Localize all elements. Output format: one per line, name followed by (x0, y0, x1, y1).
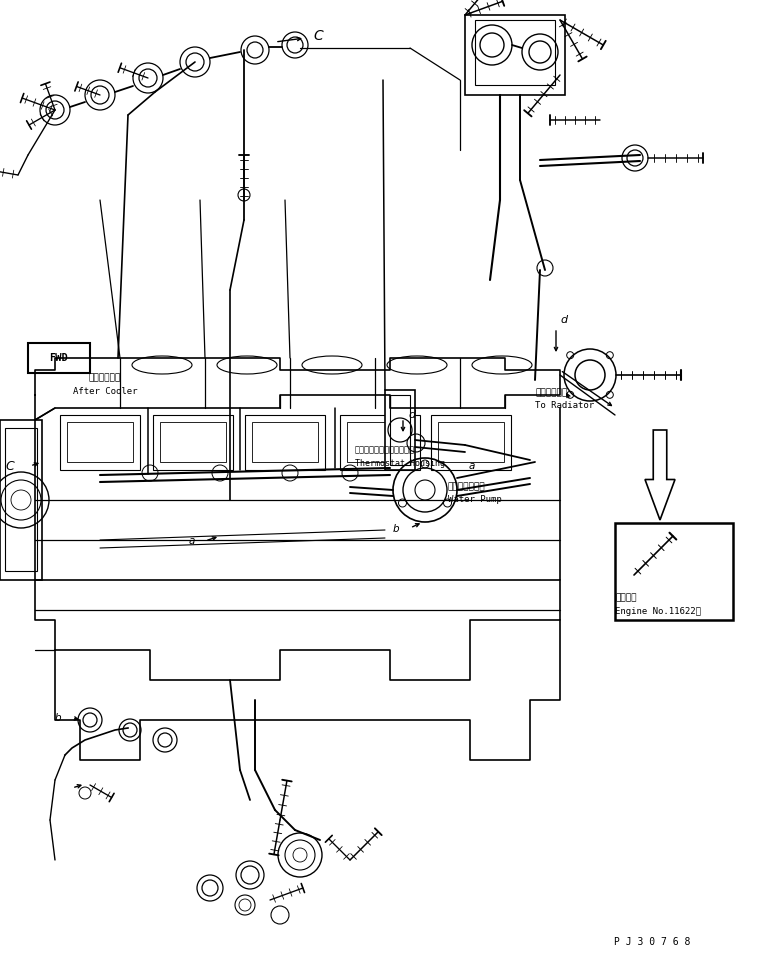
Text: サーモスタットハウジング: サーモスタットハウジング (355, 445, 415, 454)
Polygon shape (645, 430, 675, 520)
Text: b: b (55, 713, 61, 723)
Bar (431, 415, 511, 470)
Bar (67, 422, 133, 462)
Bar (340, 415, 420, 470)
Bar (385, 390, 415, 470)
Bar (252, 422, 318, 462)
Text: Engine No.11622～: Engine No.11622～ (615, 607, 701, 615)
Bar (615, 523, 733, 620)
FancyBboxPatch shape (28, 343, 90, 373)
Bar (153, 415, 233, 470)
Text: ラジエータへ: ラジエータへ (535, 389, 567, 397)
Text: d: d (560, 315, 567, 325)
Bar (0, 420, 42, 580)
Text: アフタクーラ: アフタクーラ (89, 373, 121, 382)
Bar (465, 15, 565, 95)
Text: FWD: FWD (50, 353, 69, 363)
Bar (60, 415, 140, 470)
Bar (245, 415, 325, 470)
Bar (438, 422, 504, 462)
Text: 適用号機: 適用号機 (615, 593, 636, 603)
Text: ウォータポンプ: ウォータポンプ (448, 483, 485, 492)
Text: Water Pump: Water Pump (448, 495, 502, 505)
Bar (160, 422, 226, 462)
Text: To Radiator: To Radiator (535, 401, 594, 411)
Text: C: C (5, 460, 14, 472)
Text: d: d (408, 410, 415, 420)
Text: After Cooler: After Cooler (72, 387, 137, 396)
Text: b: b (393, 524, 399, 534)
Text: P J 3 0 7 6 8: P J 3 0 7 6 8 (613, 937, 691, 947)
Bar (390, 395, 410, 465)
Bar (347, 422, 413, 462)
Text: Thermostat Housing: Thermostat Housing (355, 459, 445, 468)
Text: a: a (468, 461, 475, 471)
Text: C: C (313, 29, 323, 43)
Bar (5, 428, 37, 571)
Text: a: a (188, 536, 195, 546)
Bar (475, 20, 555, 85)
